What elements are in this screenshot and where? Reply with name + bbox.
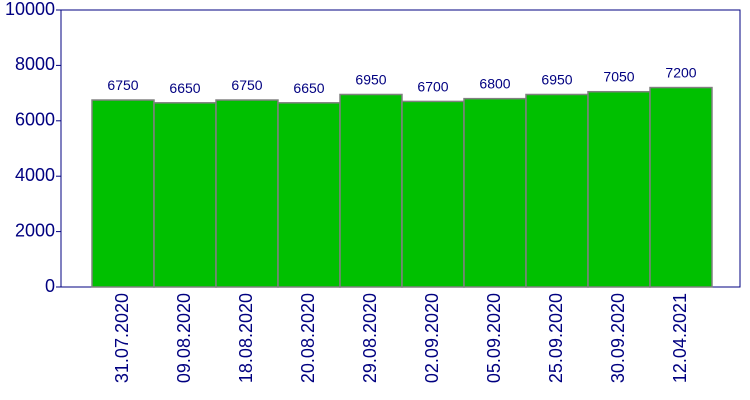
bar [91, 99, 155, 288]
data-label: 6700 [417, 78, 448, 94]
y-tick-label: 2000 [15, 220, 55, 240]
bar [401, 100, 465, 288]
x-tick-label: 02.09.2020 [422, 293, 442, 383]
bar [463, 97, 527, 288]
y-tick-label: 6000 [15, 110, 55, 130]
y-tick-label: 10000 [5, 0, 55, 19]
data-label: 6750 [231, 77, 262, 93]
data-label: 6650 [169, 80, 200, 96]
bar [525, 93, 589, 288]
bar [587, 90, 651, 288]
x-tick-label: 29.08.2020 [360, 293, 380, 383]
data-label: 6800 [479, 76, 510, 92]
bar [649, 86, 713, 288]
y-tick-label: 8000 [15, 54, 55, 74]
data-label: 7050 [603, 69, 634, 85]
y-tick-label: 0 [45, 276, 55, 296]
x-tick-label: 12.04.2021 [670, 293, 690, 383]
x-tick-label: 09.08.2020 [174, 293, 194, 383]
data-label: 6650 [293, 80, 324, 96]
x-tick-label: 31.07.2020 [112, 293, 132, 383]
x-tick-label: 20.08.2020 [298, 293, 318, 383]
bar [153, 102, 217, 288]
data-label: 6950 [355, 71, 386, 87]
bar [277, 102, 341, 288]
x-tick-label: 25.09.2020 [546, 293, 566, 383]
data-label: 6950 [541, 71, 572, 87]
x-tick-label: 05.09.2020 [484, 293, 504, 383]
x-tick-label: 30.09.2020 [608, 293, 628, 383]
y-tick-label: 4000 [15, 165, 55, 185]
bar [215, 99, 279, 288]
bar [339, 93, 403, 288]
data-label: 6750 [107, 77, 138, 93]
x-tick-label: 18.08.2020 [236, 293, 256, 383]
data-label: 7200 [665, 65, 696, 81]
